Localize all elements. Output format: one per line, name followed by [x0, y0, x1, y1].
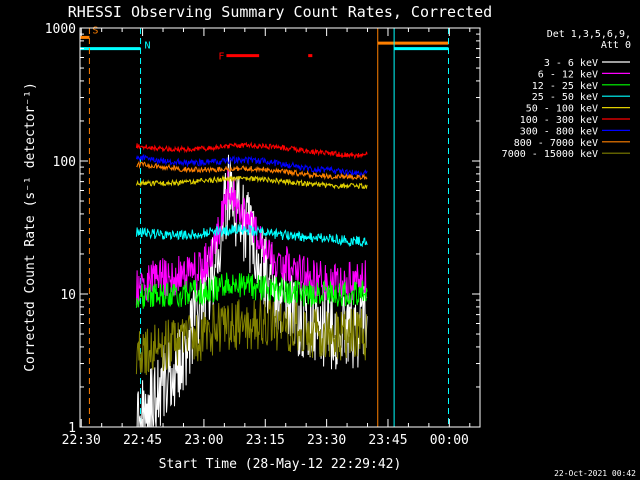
- chart-title: RHESSI Observing Summary Count Rates, Co…: [68, 3, 492, 21]
- flag-label: F: [218, 52, 224, 63]
- series-line: [136, 160, 368, 181]
- x-tick-label: 23:30: [307, 433, 346, 448]
- legend-header: Att 0: [601, 40, 631, 51]
- series-line: [135, 141, 368, 160]
- legend-label: 12 - 25 keV: [532, 81, 598, 92]
- x-tick-label: 23:15: [246, 433, 285, 448]
- y-tick-label: 1000: [45, 22, 76, 37]
- y-axis-label: Corrected Count Rate (s⁻¹ detector⁻¹): [23, 82, 38, 372]
- legend-label: 300 - 800 keV: [520, 126, 598, 137]
- series-line: [135, 224, 368, 248]
- x-tick-label: 22:30: [62, 433, 101, 448]
- series-line: [135, 154, 368, 179]
- x-tick-label: 23:45: [368, 433, 407, 448]
- flag-label: N: [145, 41, 151, 52]
- legend-label: 800 - 7000 keV: [514, 138, 598, 149]
- y-tick-label: 100: [53, 155, 76, 170]
- y-tick-label: 1: [68, 421, 76, 436]
- legend-header: Det 1,3,5,6,9,: [547, 29, 631, 40]
- x-tick-label: 22:45: [123, 433, 162, 448]
- series-line: [135, 174, 368, 190]
- series-line: [135, 298, 368, 376]
- legend-label: 50 - 100 keV: [526, 104, 598, 115]
- x-tick-label: 23:00: [184, 433, 223, 448]
- series-line: [135, 272, 368, 309]
- legend-label: 6 - 12 keV: [538, 69, 598, 80]
- legend-label: 7000 - 15000 keV: [502, 149, 598, 160]
- legend-label: 100 - 300 keV: [520, 115, 598, 126]
- footer-timestamp: 22-Oct-2021 00:42: [554, 469, 636, 478]
- plot-frame: [79, 27, 481, 428]
- legend-label: 25 - 50 keV: [532, 92, 598, 103]
- x-tick-label: 00:00: [430, 433, 469, 448]
- y-tick-label: 10: [60, 288, 76, 303]
- legend-label: 3 - 6 keV: [544, 58, 598, 69]
- flag-label: S: [92, 25, 98, 36]
- x-axis-label: Start Time (28-May-12 22:29:42): [159, 457, 402, 472]
